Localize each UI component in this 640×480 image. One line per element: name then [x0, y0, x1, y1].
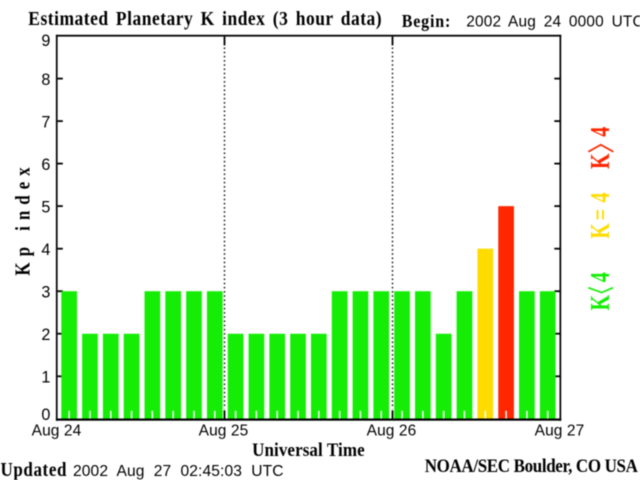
svg-text:Begin:: Begin: — [402, 12, 451, 32]
svg-text:4: 4 — [586, 127, 616, 137]
svg-text:Universal Time: Universal Time — [252, 439, 365, 460]
svg-text:Estimated Planetary K index (3: Estimated Planetary K index (3 hour data… — [28, 8, 382, 30]
svg-text:2002 Aug 24 0000 UTC: 2002 Aug 24 0000 UTC — [466, 13, 640, 30]
svg-text:2002 Aug 27 02:45:03 UTC: 2002 Aug 27 02:45:03 UTC — [73, 463, 284, 480]
svg-text:NOAA/SEC Boulder, CO USA: NOAA/SEC Boulder, CO USA — [425, 455, 639, 476]
svg-text:2: 2 — [41, 326, 50, 344]
svg-text:Aug 25: Aug 25 — [199, 423, 249, 440]
svg-text:K: K — [586, 153, 616, 169]
svg-text:5: 5 — [41, 198, 50, 216]
svg-text:0: 0 — [41, 406, 50, 424]
svg-text:4: 4 — [586, 272, 616, 282]
svg-text:=: = — [586, 209, 616, 220]
svg-text:4: 4 — [586, 192, 616, 202]
svg-text:K: K — [586, 295, 616, 311]
svg-text:Kp index: Kp index — [12, 161, 35, 275]
svg-text:6: 6 — [41, 156, 50, 174]
svg-text:1: 1 — [41, 369, 50, 387]
svg-text:3: 3 — [41, 283, 50, 301]
svg-text:7: 7 — [41, 113, 50, 131]
svg-text:Updated: Updated — [1, 458, 68, 480]
svg-text:9: 9 — [41, 32, 50, 50]
svg-text:K: K — [586, 223, 616, 239]
svg-text:Aug 27: Aug 27 — [535, 423, 585, 440]
svg-text:Aug 26: Aug 26 — [367, 423, 417, 440]
svg-text:4: 4 — [41, 241, 50, 259]
svg-text:8: 8 — [41, 71, 50, 89]
svg-text:Aug 24: Aug 24 — [32, 423, 82, 440]
